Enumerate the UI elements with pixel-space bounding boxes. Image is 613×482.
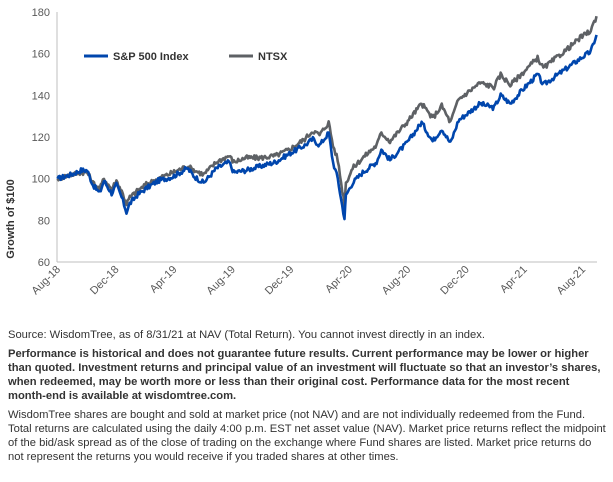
y-tick-label: 80 [38, 215, 50, 227]
legend: S&P 500 Index NTSX [84, 51, 288, 63]
chart-notes: Source: WisdomTree, as of 8/31/21 at NAV… [8, 328, 606, 469]
y-tick-label: 100 [32, 174, 50, 186]
x-tick-label: Dec-20 [438, 264, 472, 298]
x-axis: Aug-18 Dec-18 Apr-19 Aug-19 Dec-19 Apr-20 Aug-… [30, 261, 597, 298]
legend-label: S&P 500 Index [113, 51, 189, 63]
y-tick-label: 160 [32, 49, 50, 61]
y-axis-label: Growth of $100 [5, 179, 17, 258]
series-layer [56, 15, 598, 221]
series-line-sp500 [56, 34, 598, 221]
y-tick-label: 140 [32, 90, 50, 102]
series-line-ntsx [56, 15, 598, 208]
y-tick-label: 60 [38, 257, 50, 269]
source-note: Source: WisdomTree, as of 8/31/21 at NAV… [8, 329, 485, 341]
x-tick-label: Dec-19 [263, 264, 297, 298]
x-tick-label: Apr-19 [148, 264, 180, 296]
market-price-note: WisdomTree shares are bought and sold at… [8, 409, 606, 463]
y-axis: 60 80 100 120 140 160 180 [32, 7, 58, 269]
x-tick-label: Aug-19 [204, 264, 238, 298]
y-tick-label: 180 [32, 7, 50, 19]
x-tick-label: Apr-21 [498, 264, 530, 296]
x-tick-label: Aug-20 [380, 264, 414, 298]
x-tick-label: Dec-18 [88, 264, 122, 298]
performance-disclaimer: Performance is historical and does not g… [8, 348, 601, 402]
y-tick-label: 120 [32, 132, 50, 144]
x-tick-label: Aug-21 [555, 264, 589, 298]
legend-label: NTSX [258, 51, 288, 63]
x-tick-label: Apr-20 [323, 264, 355, 296]
